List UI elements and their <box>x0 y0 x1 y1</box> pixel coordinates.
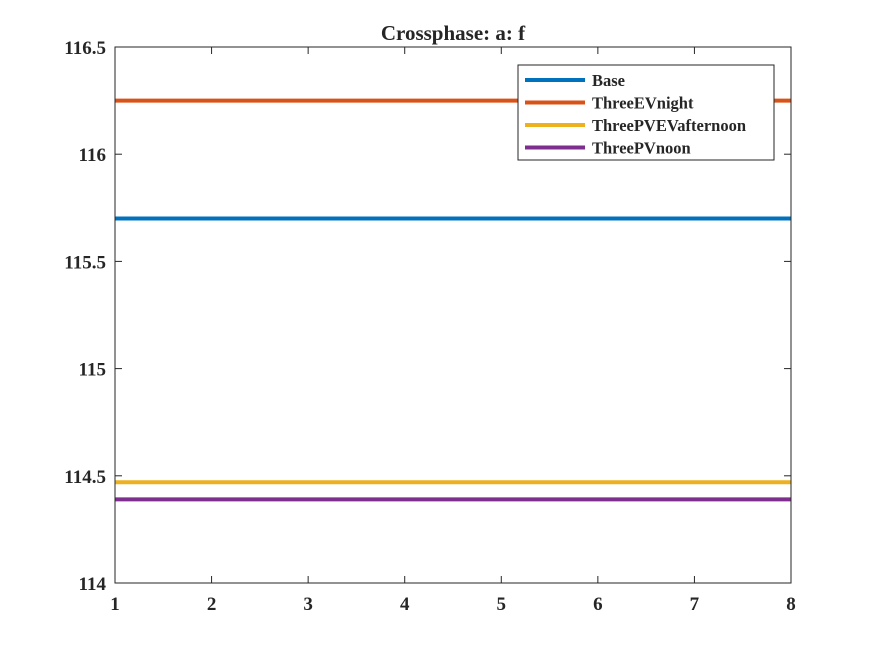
legend-label-threeevnight: ThreeEVnight <box>592 94 694 113</box>
x-tick-label: 7 <box>690 594 700 615</box>
x-tick-label: 6 <box>593 594 603 615</box>
y-tick-label: 115 <box>79 360 106 381</box>
series-layer <box>115 98 791 502</box>
x-tick-label: 5 <box>497 594 507 615</box>
chart-title: Crossphase: a: f <box>381 21 526 45</box>
axes-box <box>114 46 792 584</box>
x-tick-label: 8 <box>786 594 796 615</box>
legend-label-threepvnoon: ThreePVnoon <box>592 139 691 158</box>
legend-label-threepvevafternoon: ThreePVEVafternoon <box>592 116 746 135</box>
y-tick-label: 114 <box>79 574 107 595</box>
y-tick-label: 115.5 <box>64 252 106 273</box>
legend: Base ThreeEVnight ThreePVEVafternoon ThreeP… <box>517 64 775 161</box>
legend-label-base: Base <box>592 71 625 90</box>
y-tick-label: 114.5 <box>64 467 106 488</box>
axes-layer: 1 2 3 4 5 6 7 8 114 114.5 115 115.5 116 116.5 <box>64 38 795 615</box>
x-tick-label: 3 <box>303 594 313 615</box>
x-tick-label: 2 <box>207 594 217 615</box>
y-tick-label: 116.5 <box>64 38 106 59</box>
x-tick-label: 4 <box>400 594 410 615</box>
x-tick-label: 1 <box>110 594 120 615</box>
y-tick-label: 116 <box>79 145 106 166</box>
